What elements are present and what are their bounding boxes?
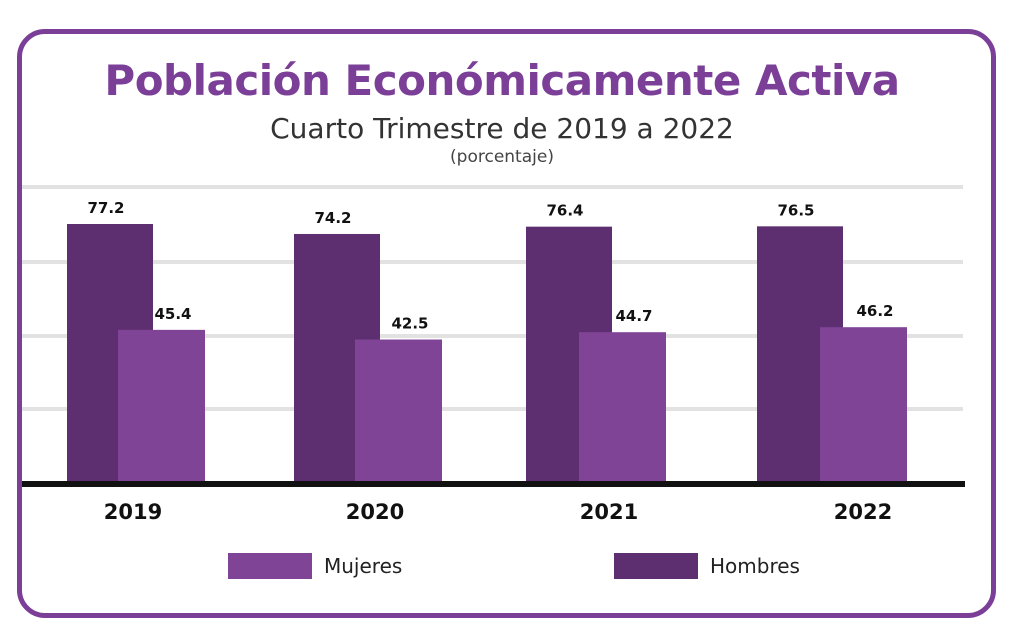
data-label-mujeres-2022: 46.2 [856, 302, 893, 320]
data-label-hombres-2019: 77.2 [87, 199, 124, 217]
x-tick-label-2020: 2020 [346, 500, 404, 524]
legend-swatch-hombres [614, 553, 698, 579]
x-tick-label-2021: 2021 [580, 500, 638, 524]
bar-mujeres-2021 [579, 332, 666, 481]
chart-title: Población Económicamente Activa [104, 56, 900, 105]
chart-subtitle: Cuarto Trimestre de 2019 a 2022 [270, 112, 734, 145]
legend-swatch-mujeres [228, 553, 312, 579]
data-label-hombres-2020: 74.2 [314, 209, 351, 227]
bar-mujeres-2022 [820, 327, 907, 481]
legend-label-hombres: Hombres [710, 554, 800, 578]
data-label-mujeres-2019: 45.4 [154, 305, 191, 323]
bar-mujeres-2020 [355, 339, 442, 481]
bar-mujeres-2019 [118, 329, 205, 481]
legend-item-hombres: Hombres [614, 552, 800, 580]
x-tick-label-2019: 2019 [104, 500, 162, 524]
x-tick-label-2022: 2022 [834, 500, 892, 524]
data-label-mujeres-2020: 42.5 [391, 315, 428, 333]
legend-label-mujeres: Mujeres [324, 554, 403, 578]
data-label-hombres-2021: 76.4 [546, 202, 583, 220]
legend-item-mujeres: Mujeres [228, 552, 402, 580]
data-label-mujeres-2021: 44.7 [615, 307, 652, 325]
unit-note: (porcentaje) [450, 147, 554, 167]
data-label-hombres-2022: 76.5 [777, 201, 814, 219]
